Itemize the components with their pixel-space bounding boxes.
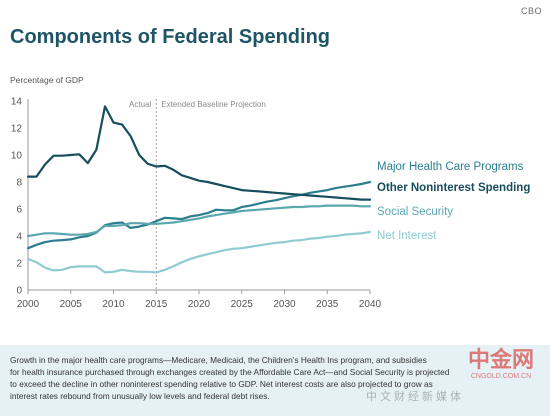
series-label-2: Social Security: [377, 206, 453, 218]
x-tick-label: 2015: [145, 299, 168, 310]
x-tick-label: 2010: [102, 299, 125, 310]
y-tick-label: 12: [11, 124, 23, 135]
x-tick-label: 2005: [60, 299, 83, 310]
y-tick-label: 8: [16, 178, 22, 189]
caption-line-4: interest rates rebound from unusually lo…: [10, 391, 270, 401]
series-label-3: Net Interest: [377, 230, 437, 242]
x-tick-label: 2025: [231, 299, 254, 310]
caption-line-2-a: for health insurance purchased through e…: [10, 367, 348, 377]
y-tick-label: 4: [16, 232, 22, 243]
caption-line-2: for health insurance purchased through e…: [10, 366, 540, 378]
brand-label: CBO: [520, 6, 542, 16]
watermark-logo-text: 中金网: [467, 347, 534, 372]
series-line-3: [26, 230, 372, 274]
y-axis-label: Percentage of GDP: [10, 75, 84, 85]
plot-area: 0 2 4 6 8 10 12 14 2000 2005 2010 2015 2020 2025 2030 2…: [11, 97, 530, 311]
watermark-domain: CNGOLD.COM.CN: [470, 373, 532, 380]
caption-box: Growth in the major health care programs…: [0, 345, 550, 416]
annotation-projection: Extended Baseline Projection: [161, 100, 266, 109]
watermark-logo: 中金网 CNGOLD.COM.CN: [455, 348, 547, 414]
series-label-0: Major Health Care Programs: [377, 161, 524, 173]
annotation-actual: Actual: [129, 100, 151, 109]
y-tick-label: 10: [11, 151, 23, 162]
x-tick-label: 2020: [188, 299, 211, 310]
series-line-0: [26, 180, 372, 250]
x-tick-label: 2030: [273, 299, 296, 310]
x-tick-label: 2035: [316, 299, 339, 310]
series-line-1: [26, 105, 372, 201]
y-tick-label: 14: [11, 97, 23, 108]
watermark-tagline: 中文财经新媒体: [366, 391, 464, 403]
caption-line-1-a: Growth in the major health care programs…: [10, 355, 339, 365]
chart-title: Components of Federal Spending: [10, 26, 331, 48]
caption-line-2-b: Social Security is projected: [349, 367, 450, 377]
y-tick-label: 6: [16, 205, 22, 216]
x-tick-label: 2000: [17, 299, 40, 310]
x-tick-label: 2040: [359, 299, 382, 310]
y-tick-label: 0: [16, 286, 22, 297]
caption-line-1-b: program, and subsidies: [340, 355, 427, 365]
series-line-2: [26, 204, 372, 238]
series-label-1: Other Noninterest Spending: [377, 182, 530, 194]
chart: Percentage of GDP 0 2 4 6 8 10 12 14 2000 2005 201…: [10, 75, 530, 311]
caption-line-1: Growth in the major health care programs…: [10, 354, 540, 366]
caption-line-3: to exceed the decline in other nonintere…: [10, 379, 433, 389]
y-tick-label: 2: [16, 259, 22, 270]
